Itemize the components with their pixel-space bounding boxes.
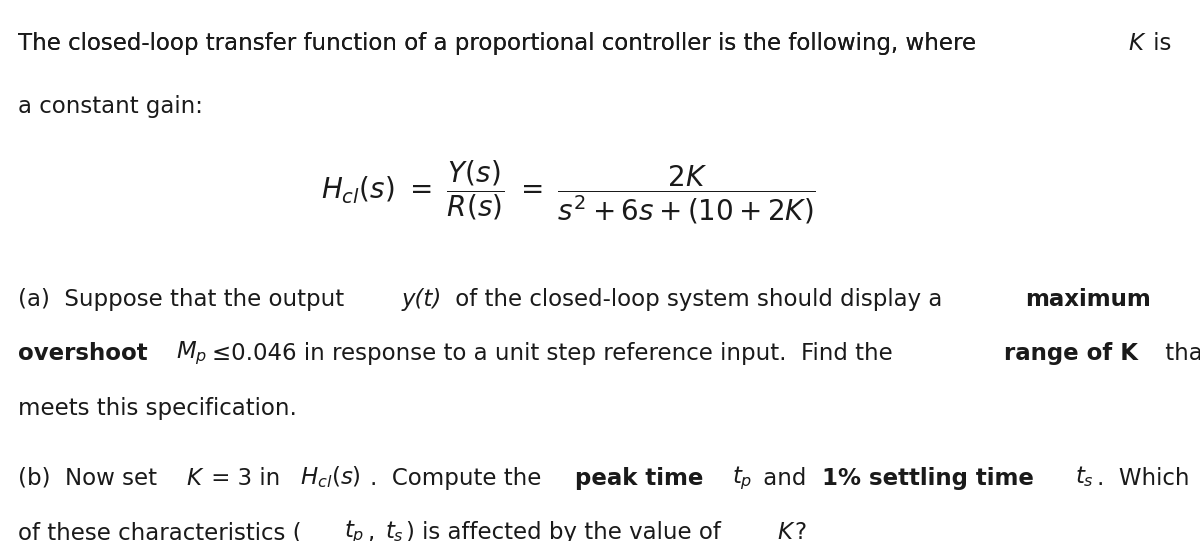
Text: K: K — [776, 521, 792, 541]
Text: $M_p$: $M_p$ — [176, 340, 208, 367]
Text: .  Which: . Which — [1097, 467, 1189, 490]
Text: peak time: peak time — [575, 467, 712, 490]
Text: K: K — [186, 467, 202, 490]
Text: that: that — [1158, 342, 1200, 365]
Text: 1% settling time: 1% settling time — [822, 467, 1042, 490]
Text: The closed-loop transfer function of a proportional controller is the following,: The closed-loop transfer function of a p… — [18, 32, 984, 55]
Text: $H_{cl}(s) \ = \ \dfrac{Y(s)}{R(s)} \ = \ \dfrac{2K}{s^2 + 6s + (10 + 2K)}$: $H_{cl}(s) \ = \ \dfrac{Y(s)}{R(s)} \ = … — [320, 159, 816, 226]
Text: meets this specification.: meets this specification. — [18, 397, 298, 420]
Text: K: K — [1129, 32, 1144, 55]
Text: y(t): y(t) — [402, 288, 442, 311]
Text: .  Compute the: . Compute the — [370, 467, 548, 490]
Text: range of K: range of K — [1003, 342, 1138, 365]
Text: ≤0.046 in response to a unit step reference input.  Find the: ≤0.046 in response to a unit step refere… — [212, 342, 900, 365]
Text: maximum: maximum — [1025, 288, 1151, 311]
Text: $t_p$: $t_p$ — [732, 465, 752, 492]
Text: is: is — [1146, 32, 1171, 55]
Text: of these characteristics (: of these characteristics ( — [18, 521, 302, 541]
Text: $t_p$: $t_p$ — [344, 519, 365, 541]
Text: (b)  Now set: (b) Now set — [18, 467, 164, 490]
Text: a constant gain:: a constant gain: — [18, 95, 203, 118]
Text: = 3 in: = 3 in — [204, 467, 287, 490]
Text: ,: , — [368, 521, 383, 541]
Text: and: and — [756, 467, 814, 490]
Text: of the closed-loop system should display a: of the closed-loop system should display… — [448, 288, 949, 311]
Text: ) is affected by the value of: ) is affected by the value of — [407, 521, 728, 541]
Text: $t_s$: $t_s$ — [1075, 465, 1093, 490]
Text: (a)  Suppose that the output: (a) Suppose that the output — [18, 288, 352, 311]
Text: ?: ? — [794, 521, 806, 541]
Text: The closed-loop transfer function of a proportional controller is the following,: The closed-loop transfer function of a p… — [18, 32, 984, 55]
Text: $t_s$: $t_s$ — [384, 519, 403, 541]
Text: overshoot: overshoot — [18, 342, 156, 365]
Text: $H_{cl}(s)$: $H_{cl}(s)$ — [300, 465, 360, 491]
